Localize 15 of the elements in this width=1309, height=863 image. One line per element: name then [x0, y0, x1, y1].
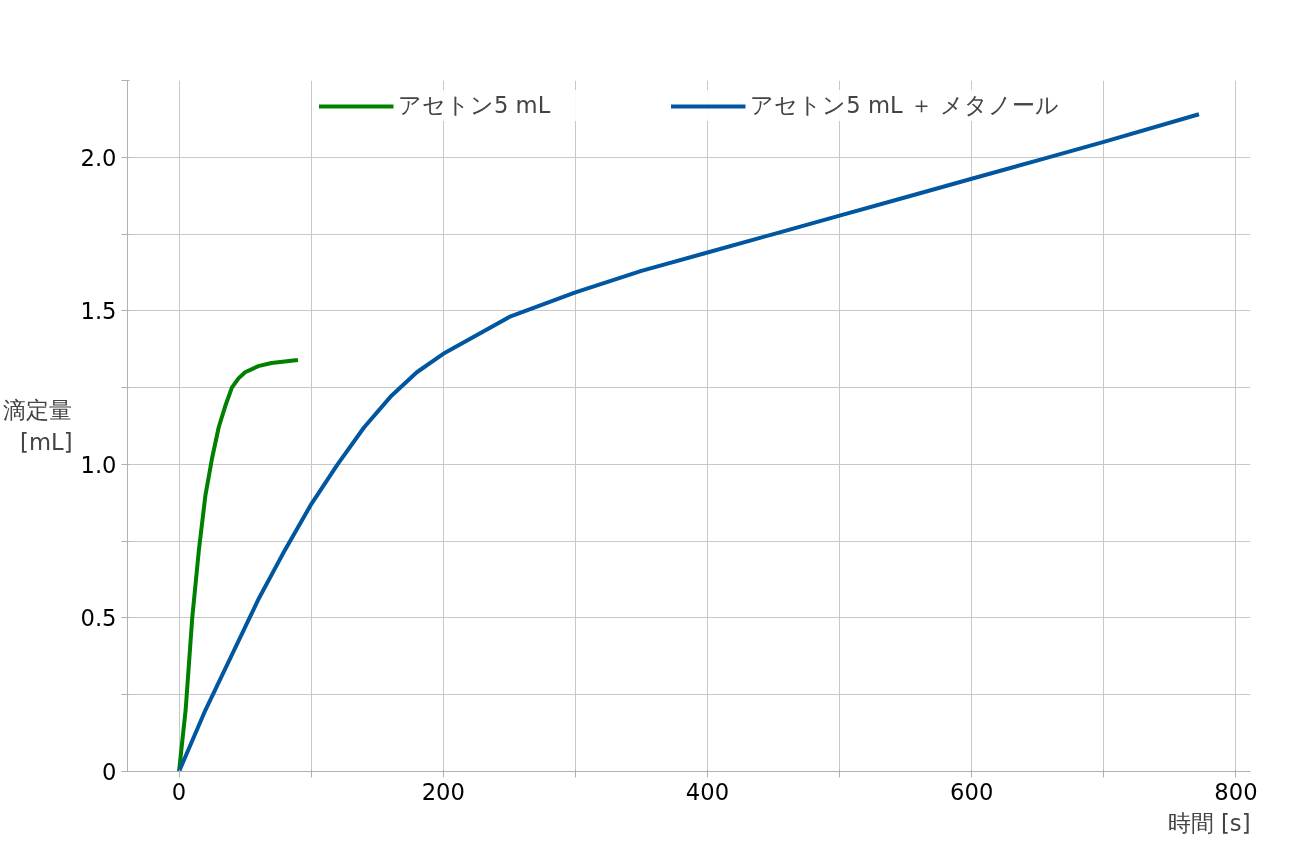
y-axis-title: 滴定量 [mL] — [3, 397, 73, 455]
y-tick-label: 2.0 — [80, 144, 117, 171]
y-tick-label: 0 — [102, 759, 117, 785]
legend-label: アセトン5 mL — [397, 91, 551, 120]
x-tick-label: 0 — [171, 778, 187, 805]
x-axis-title: 時間 [s] — [1167, 809, 1251, 836]
x-tick-label: 800 — [1214, 778, 1258, 805]
x-tick-label: 200 — [421, 778, 465, 805]
x-tick-label: 400 — [685, 778, 730, 805]
y-tick-label: 0.5 — [80, 605, 117, 632]
y-tick-label: 1.0 — [80, 451, 117, 478]
legend-label: アセトン5 mL ＋ メタノール — [750, 91, 1060, 120]
line-series — [177, 357, 300, 772]
x-tick-label: 600 — [950, 778, 994, 805]
y-tick-label: 1.5 — [80, 298, 117, 325]
